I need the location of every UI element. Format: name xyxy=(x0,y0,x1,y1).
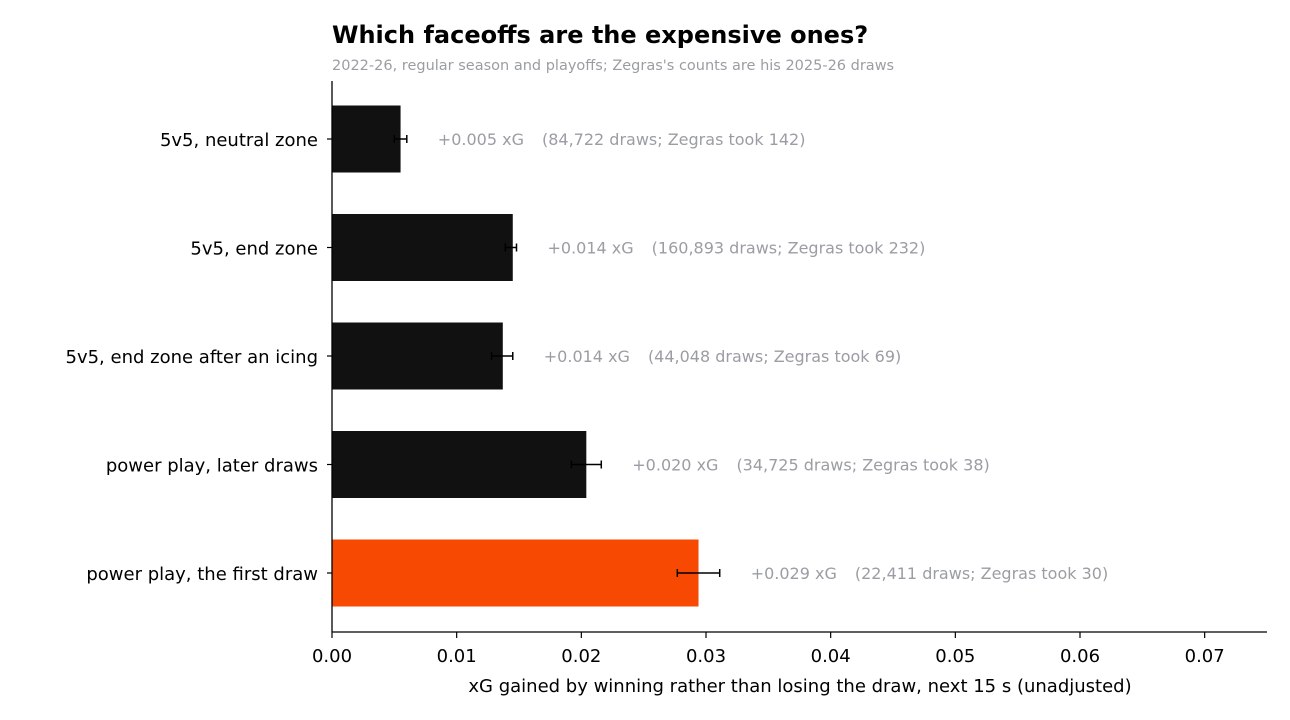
value-label: +0.014 xG xyxy=(548,239,634,258)
x-tick-label: 0.05 xyxy=(935,646,975,667)
count-label: (84,722 draws; Zegras took 142) xyxy=(542,130,806,149)
bar-group: 5v5, end zone after an icing +0.014 xG (44… xyxy=(66,322,901,390)
value-label: +0.029 xG xyxy=(751,564,837,583)
bar xyxy=(332,431,587,498)
category-label: power play, later draws xyxy=(106,456,318,477)
x-tick-label: 0.00 xyxy=(312,646,352,667)
bar-group: power play, the first draw +0.029 xG (22,4… xyxy=(86,539,1108,607)
category-label: 5v5, end zone after an icing xyxy=(66,347,319,368)
x-tick-label: 0.01 xyxy=(437,646,477,667)
chart-subtitle: 2022-26, regular season and playoffs; Ze… xyxy=(332,58,894,74)
bar xyxy=(332,105,401,173)
axes-layer: 0.00 0.01 0.02 0.03 0.04 0.05 0.06 0.07 xyxy=(312,81,1267,667)
category-label: power play, the first draw xyxy=(86,564,318,585)
bar xyxy=(332,214,513,281)
x-tick-label: 0.07 xyxy=(1185,646,1225,667)
count-label: (22,411 draws; Zegras took 30) xyxy=(855,564,1108,583)
bar-group: 5v5, neutral zone +0.005 xG (84,722 draws;… xyxy=(160,105,806,173)
bars-layer: 5v5, neutral zone +0.005 xG (84,722 draws;… xyxy=(66,105,1108,607)
value-label: +0.020 xG xyxy=(632,456,718,475)
x-tick-label: 0.02 xyxy=(561,646,601,667)
error-bar xyxy=(570,460,603,469)
bar-group: 5v5, end zone +0.014 xG (160,893 draws; Ze… xyxy=(190,214,925,281)
value-label: +0.014 xG xyxy=(544,347,630,366)
bar xyxy=(332,539,699,607)
chart-title: Which faceoffs are the expensive ones? xyxy=(332,21,868,49)
error-bar xyxy=(490,352,514,360)
value-label: +0.005 xG xyxy=(438,130,524,149)
category-label: 5v5, neutral zone xyxy=(160,130,318,151)
count-label: (34,725 draws; Zegras took 38) xyxy=(736,456,989,475)
bar-group: power play, later draws +0.020 xG (34,725 … xyxy=(106,431,990,498)
count-label: (160,893 draws; Zegras took 232) xyxy=(652,239,926,258)
count-label: (44,048 draws; Zegras took 69) xyxy=(648,347,901,366)
x-tick-label: 0.03 xyxy=(686,646,726,667)
x-tick-label: 0.06 xyxy=(1060,646,1100,667)
category-label: 5v5, end zone xyxy=(190,239,318,260)
x-tick-label: 0.04 xyxy=(811,646,851,667)
error-bar xyxy=(393,135,408,143)
x-axis-label: xG gained by winning rather than losing … xyxy=(468,676,1131,697)
bar xyxy=(332,322,503,390)
error-bar xyxy=(504,243,518,252)
error-bar xyxy=(676,569,721,577)
